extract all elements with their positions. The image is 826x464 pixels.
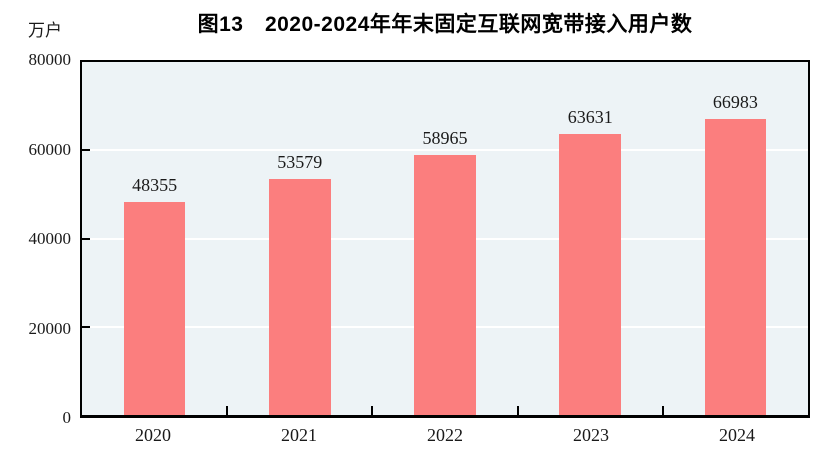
bar-value-label-2020: 48355 bbox=[132, 174, 178, 195]
y-tick-label-40000: 40000 bbox=[28, 229, 72, 248]
y-axis-unit-label: 万户 bbox=[28, 21, 62, 40]
chart-title: 图13 2020-2024年年末固定互联网宽带接入用户数 bbox=[197, 13, 693, 36]
y-tick-label-80000: 80000 bbox=[28, 50, 72, 69]
y-axis-tick-40000 bbox=[82, 237, 90, 240]
bar-2022 bbox=[414, 154, 476, 415]
x-tick-label-2024: 2024 bbox=[719, 425, 755, 445]
x-tick-label-2020: 2020 bbox=[135, 425, 171, 445]
y-tick-label-0: 0 bbox=[62, 408, 72, 427]
x-tick-label-2021: 2021 bbox=[281, 425, 317, 445]
bar-value-label-2021: 53579 bbox=[277, 151, 323, 172]
y-axis-tick-20000 bbox=[82, 325, 90, 328]
plot-area: 48355 53579 58965 63631 66983 bbox=[80, 60, 810, 418]
bar-2023 bbox=[559, 134, 622, 415]
y-tick-label-20000: 20000 bbox=[28, 318, 72, 338]
y-axis-tick-60000 bbox=[82, 149, 90, 152]
bar-2021 bbox=[268, 178, 331, 415]
y-tick-label-60000: 60000 bbox=[28, 139, 72, 159]
x-tick-label-2022: 2022 bbox=[427, 425, 463, 445]
x-axis-tick-3 bbox=[516, 406, 519, 415]
bar-2020 bbox=[123, 201, 186, 415]
bar-2024 bbox=[704, 119, 767, 415]
x-axis-tick-4 bbox=[661, 406, 664, 415]
x-tick-label-2023: 2023 bbox=[573, 425, 609, 445]
x-axis-tick-2 bbox=[371, 406, 374, 415]
y-axis-tick-labels: 0 20000 40000 60000 80000 bbox=[0, 50, 72, 427]
bar-value-label-2023: 63631 bbox=[567, 107, 613, 128]
bar-value-label-2024: 66983 bbox=[712, 92, 758, 113]
x-axis-tick-labels: 2020 2021 2022 2023 2024 bbox=[80, 424, 810, 452]
bar-value-label-2022: 58965 bbox=[422, 127, 468, 148]
x-axis-tick-1 bbox=[226, 406, 229, 415]
gridline-60000 bbox=[82, 149, 808, 152]
